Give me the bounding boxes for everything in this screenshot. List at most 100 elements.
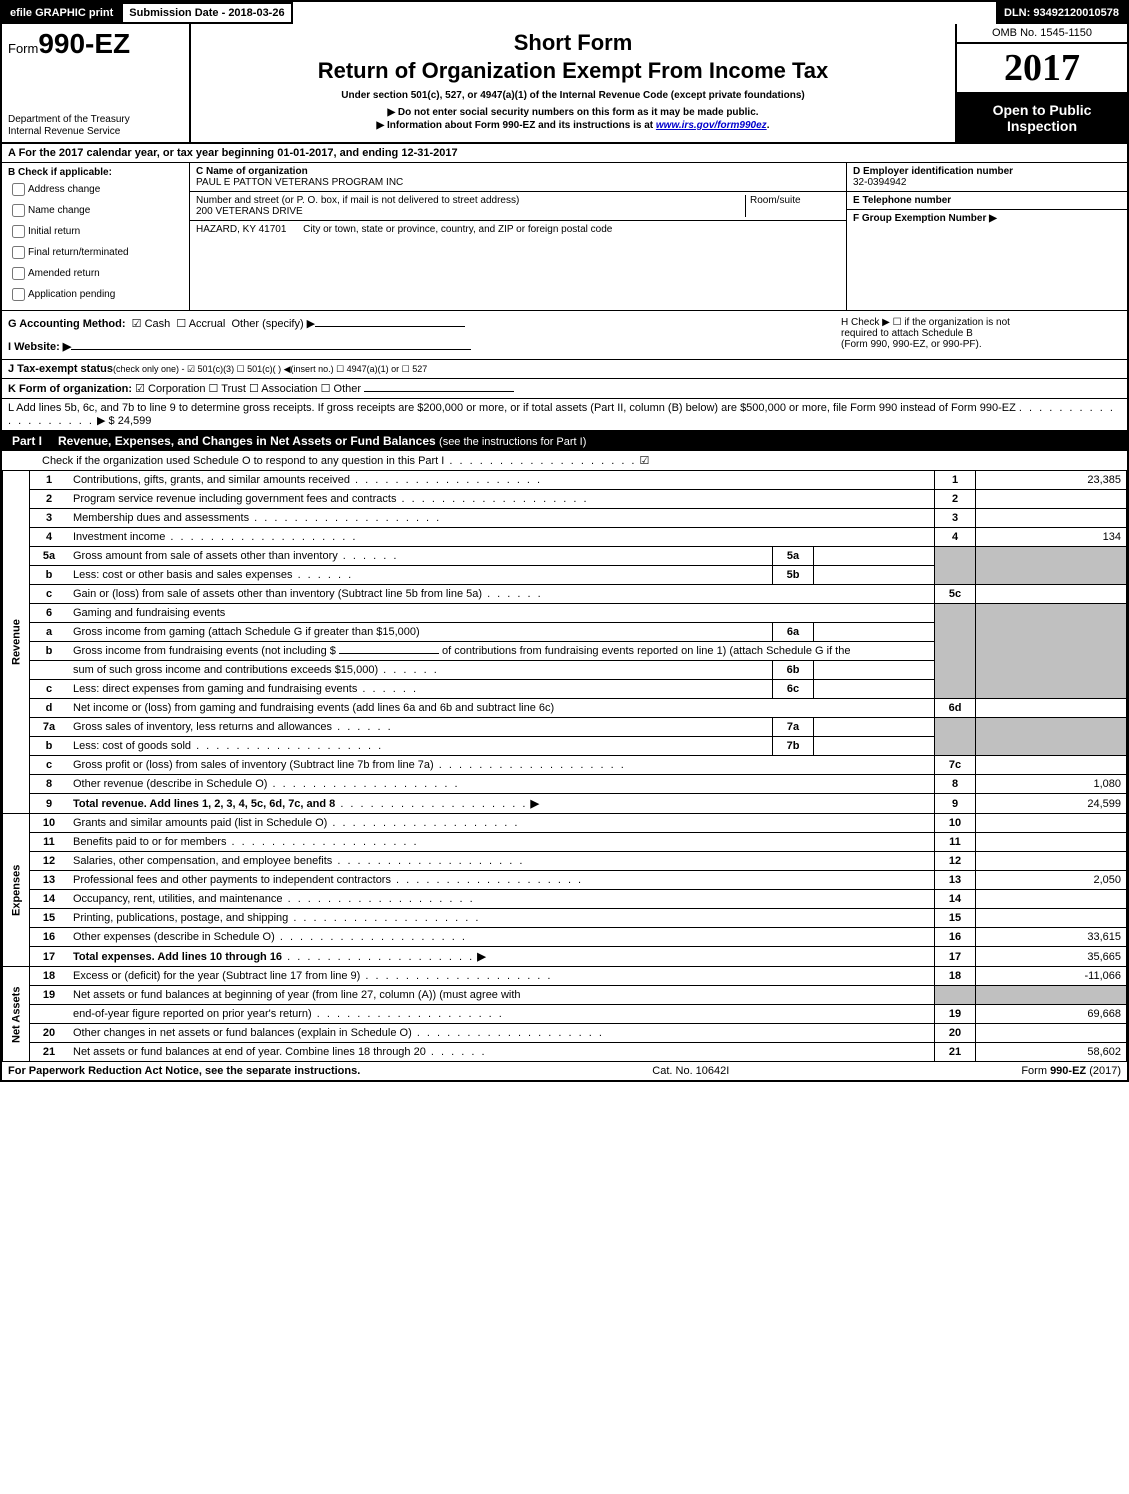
chk-initial[interactable]: Initial return (8, 222, 183, 241)
rowA-end: 12-31-2017 (401, 147, 457, 159)
l18-rnum: 18 (935, 967, 976, 986)
l9-desc-text: Total revenue. Add lines 1, 2, 3, 4, 5c,… (73, 798, 335, 810)
l2-desc: Program service revenue including govern… (68, 490, 935, 509)
l1-num: 1 (30, 471, 69, 490)
open-public: Open to Public Inspection (957, 94, 1127, 142)
tax-year: 2017 (957, 44, 1127, 94)
l5a-desc-text: Gross amount from sale of assets other t… (73, 550, 338, 562)
l2-num: 2 (30, 490, 69, 509)
l6c-num: c (30, 680, 69, 699)
efile-label: efile GRAPHIC print (2, 2, 121, 24)
revenue-label: Revenue (3, 471, 30, 814)
part1-sub: (see the instructions for Part I) (439, 436, 586, 448)
top-bar: efile GRAPHIC print Submission Date - 20… (2, 2, 1127, 24)
c-street-value: 200 VETERANS DRIVE (196, 206, 303, 217)
l15-desc-text: Printing, publications, postage, and shi… (73, 912, 288, 924)
l20-val (976, 1024, 1127, 1043)
l6a-desc: Gross income from gaming (attach Schedul… (68, 623, 773, 642)
l7b-desc-text: Less: cost of goods sold (73, 740, 191, 752)
e-label: E Telephone number (853, 195, 951, 206)
l18-desc-text: Excess or (deficit) for the year (Subtra… (73, 970, 360, 982)
l16-num: 16 (30, 928, 69, 947)
chk-pending[interactable]: Application pending (8, 285, 183, 304)
chk-address-box[interactable] (12, 183, 25, 196)
l4-desc: Investment income (68, 528, 935, 547)
g-label: G Accounting Method: (8, 318, 126, 330)
c-name-value: PAUL E PATTON VETERANS PROGRAM INC (196, 177, 403, 188)
rowA-prefix: A For the 2017 calendar year, or tax yea… (8, 147, 277, 159)
part1-label: Part I (2, 431, 52, 451)
info-link[interactable]: www.irs.gov/form990ez (656, 120, 767, 131)
chk-final[interactable]: Final return/terminated (8, 243, 183, 262)
department-block: Department of the Treasury Internal Reve… (8, 114, 183, 138)
chk-pending-lbl: Application pending (28, 289, 115, 300)
l19-val: 69,668 (976, 1005, 1127, 1024)
l6d-desc: Net income or (loss) from gaming and fun… (68, 699, 935, 718)
i-website-line (71, 349, 471, 350)
l7a-desc: Gross sales of inventory, less returns a… (68, 718, 773, 737)
chk-amended-lbl: Amended return (28, 268, 100, 279)
part1-title-wrap: Revenue, Expenses, and Changes in Net As… (52, 431, 1127, 451)
l13-desc: Professional fees and other payments to … (68, 871, 935, 890)
l5c-desc-text: Gain or (loss) from sale of assets other… (73, 588, 482, 600)
lines-table: Revenue 1 Contributions, gifts, grants, … (2, 470, 1127, 1062)
l8-rnum: 8 (935, 775, 976, 794)
l-text: L Add lines 5b, 6c, and 7b to line 9 to … (8, 402, 1016, 414)
chk-initial-box[interactable] (12, 225, 25, 238)
chk-pending-box[interactable] (12, 288, 25, 301)
chk-address[interactable]: Address change (8, 180, 183, 199)
part1-header: Part I Revenue, Expenses, and Changes in… (2, 431, 1127, 451)
h-line2: required to attach Schedule B (841, 328, 1121, 339)
rowA-begin: 01-01-2017 (277, 147, 333, 159)
l16-rnum: 16 (935, 928, 976, 947)
dept2: Internal Revenue Service (8, 126, 183, 138)
l6b-sub: 6b (773, 661, 814, 680)
l4-num: 4 (30, 528, 69, 547)
l14-desc: Occupancy, rent, utilities, and maintena… (68, 890, 935, 909)
l13-val: 2,050 (976, 871, 1127, 890)
info-prefix: ▶ Information about Form 990-EZ and its … (377, 120, 656, 131)
chk-name[interactable]: Name change (8, 201, 183, 220)
chk-amended-box[interactable] (12, 267, 25, 280)
g-cash: Cash (145, 318, 171, 330)
header-left: Form990-EZ Department of the Treasury In… (2, 24, 191, 142)
l7c-desc-text: Gross profit or (loss) from sales of inv… (73, 759, 434, 771)
l6a-desc-text: Gross income from gaming (attach Schedul… (73, 626, 420, 638)
l7b-val (814, 737, 935, 756)
row-gh: G Accounting Method: ☑ Cash ☐ Accrual Ot… (2, 311, 1127, 360)
e-row: E Telephone number (847, 192, 1127, 210)
chk-amended[interactable]: Amended return (8, 264, 183, 283)
l18-desc: Excess or (deficit) for the year (Subtra… (68, 967, 935, 986)
row-j: J Tax-exempt status(check only one) - ☑ … (2, 360, 1127, 379)
header-center: Short Form Return of Organization Exempt… (191, 24, 957, 142)
part1-title: Revenue, Expenses, and Changes in Net As… (58, 434, 436, 448)
top-spacer (293, 2, 996, 24)
l3-num: 3 (30, 509, 69, 528)
l17-val: 35,665 (976, 947, 1127, 967)
l16-desc-text: Other expenses (describe in Schedule O) (73, 931, 275, 943)
f-row: F Group Exemption Number ▶ (847, 210, 1127, 310)
l6b-num: b (30, 642, 69, 661)
l7a-desc-text: Gross sales of inventory, less returns a… (73, 721, 332, 733)
l19-shade (935, 986, 976, 1005)
l19-num: 19 (30, 986, 69, 1005)
l6b-desc1-text2: of contributions from fundraising events… (439, 645, 851, 657)
l1-desc: Contributions, gifts, grants, and simila… (68, 471, 935, 490)
l6d-num: d (30, 699, 69, 718)
l7a-sub: 7a (773, 718, 814, 737)
footer-row: For Paperwork Reduction Act Notice, see … (2, 1062, 1127, 1080)
l6a-val (814, 623, 935, 642)
form-number: Form990-EZ (8, 28, 183, 60)
k-text: ☑ Corporation ☐ Trust ☐ Association ☐ Ot… (135, 383, 361, 395)
l9-num: 9 (30, 794, 69, 814)
no-ssn-line: ▶ Do not enter social security numbers o… (199, 107, 947, 118)
chk-name-box[interactable] (12, 204, 25, 217)
l6c-val (814, 680, 935, 699)
chk-final-box[interactable] (12, 246, 25, 259)
chk-final-lbl: Final return/terminated (28, 247, 129, 258)
l14-val (976, 890, 1127, 909)
c-street-label: Number and street (or P. O. box, if mail… (196, 195, 519, 206)
l1-desc-text: Contributions, gifts, grants, and simila… (73, 474, 350, 486)
k-other-line (364, 391, 514, 392)
l13-rnum: 13 (935, 871, 976, 890)
